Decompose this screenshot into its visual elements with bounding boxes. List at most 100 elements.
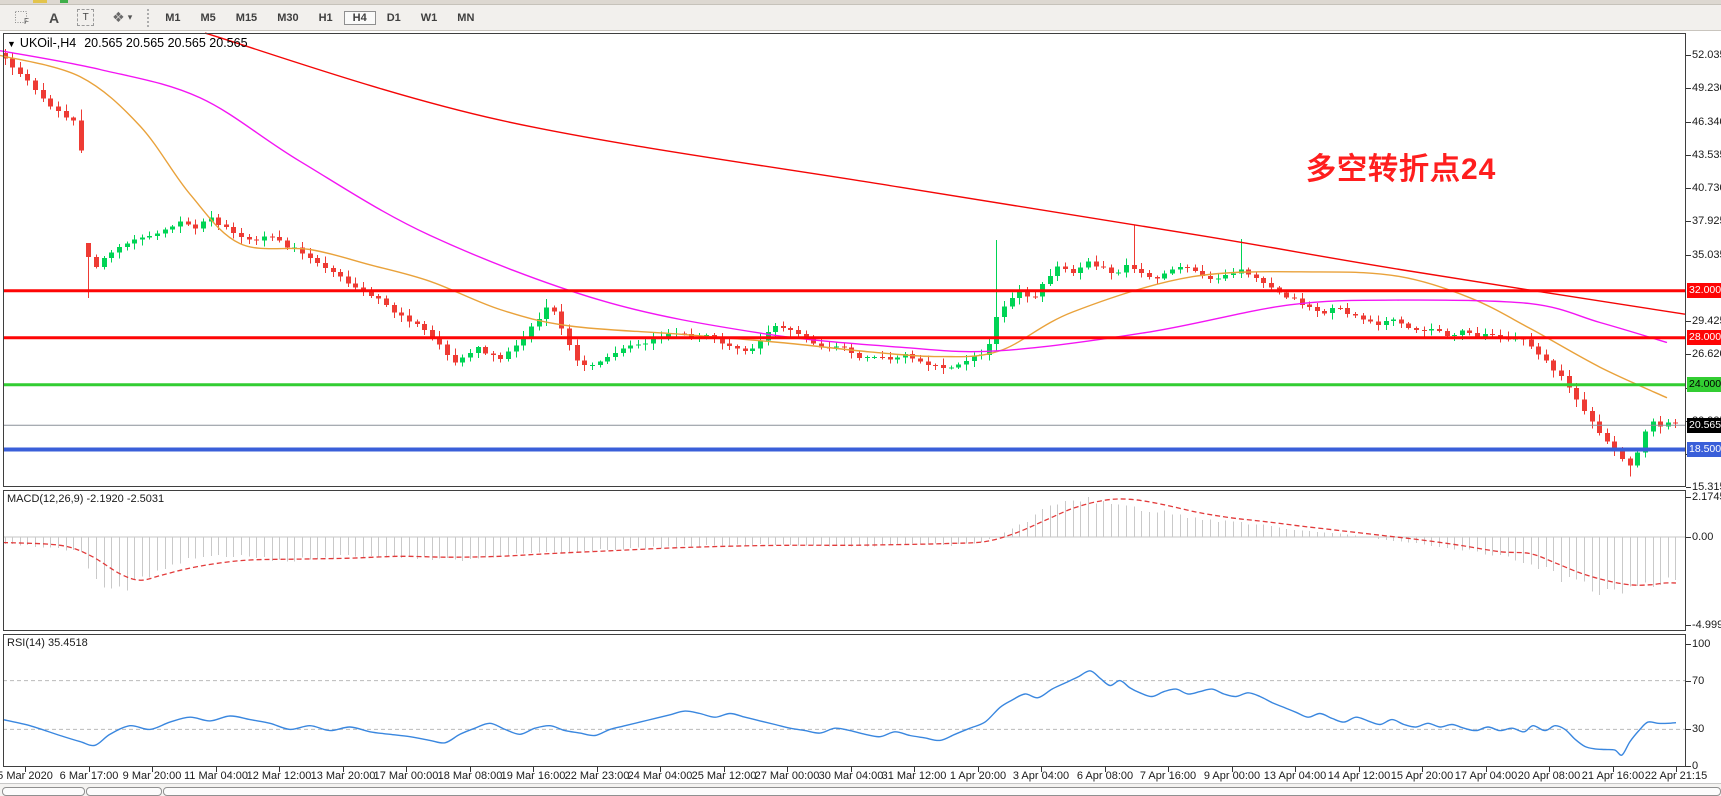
time-tick <box>533 767 534 772</box>
time-tick <box>470 767 471 772</box>
rsi-tick-dash <box>1686 729 1691 730</box>
time-tick <box>1676 767 1677 772</box>
time-tick <box>1359 767 1360 772</box>
macd-histogram <box>4 496 1677 596</box>
toolbar-grip[interactable] <box>147 8 150 27</box>
candles-layer <box>3 49 1678 477</box>
tf-button-m1[interactable]: M1 <box>165 11 181 24</box>
time-tick <box>279 767 280 772</box>
scrollbar-segment[interactable] <box>86 787 162 796</box>
price-tick-dash <box>1686 55 1691 56</box>
time-label: 30 Mar 04:00 <box>818 770 884 782</box>
shapes-icon: ❖ <box>112 9 125 25</box>
tf-button-m30[interactable]: M30 <box>277 11 299 24</box>
price-badge-18.500: 18.500 <box>1687 442 1721 457</box>
time-label: 17 Mar 00:00 <box>373 770 439 782</box>
price-tick-label: 52.035 <box>1692 49 1721 61</box>
rsi-value: 35.4518 <box>47 637 88 649</box>
price-tick-dash <box>1686 255 1691 256</box>
tf-button-w1[interactable]: W1 <box>420 11 438 24</box>
chevron-down-icon[interactable]: ▾ <box>127 12 133 22</box>
time-label: 17 Apr 04:00 <box>1454 770 1518 782</box>
time-label: 6 Mar 17:00 <box>59 770 119 782</box>
time-label: 9 Apr 00:00 <box>1203 770 1261 782</box>
time-label: 15 Apr 20:00 <box>1390 770 1454 782</box>
shapes-tool-button[interactable]: ❖ ▾ <box>104 7 140 29</box>
time-label: 27 Mar 00:00 <box>754 770 820 782</box>
rsi-line <box>2 670 1677 756</box>
price-tick-dash <box>1686 188 1691 189</box>
chart-dropdown-icon[interactable]: ▼ <box>7 39 16 49</box>
expert-f-icon[interactable]: F <box>6 7 39 29</box>
time-label: 31 Mar 12:00 <box>881 770 947 782</box>
macd-tick-label: 2.1745 <box>1692 491 1721 503</box>
t-box-icon: T <box>77 9 95 26</box>
ohlc-quotes: 20.565 20.565 20.565 20.565 <box>84 36 248 50</box>
macd-tick-dash <box>1686 497 1691 498</box>
clipped-icon <box>60 0 68 3</box>
time-label: 20 Apr 08:00 <box>1517 770 1581 782</box>
time-tick <box>406 767 407 772</box>
time-tick <box>1486 767 1487 772</box>
tf-button-mn[interactable]: MN <box>457 11 475 24</box>
dotted-grid-glyph: F <box>15 10 29 26</box>
time-tick <box>25 767 26 772</box>
time-label: 13 Apr 04:00 <box>1263 770 1327 782</box>
horizontal-scrollbar[interactable] <box>0 783 1721 796</box>
chart-title: ▼ UKOil-,H4 20.565 20.565 20.565 20.565 <box>7 36 248 50</box>
macd-tick-dash <box>1686 625 1691 626</box>
time-tick <box>152 767 153 772</box>
price-tick-label: 15.315 <box>1692 481 1721 493</box>
time-label: 24 Mar 04:00 <box>627 770 693 782</box>
scrollbar-thumb[interactable] <box>2 787 85 796</box>
rsi-tick-dash <box>1686 681 1691 682</box>
tf-button-h4[interactable]: H4 <box>343 10 376 25</box>
tf-button-m15[interactable]: M15 <box>235 11 258 24</box>
text-label-tool-button[interactable]: A <box>49 9 60 26</box>
price-tick-label: 40.730 <box>1692 182 1721 194</box>
time-tick <box>89 767 90 772</box>
time-tick <box>1041 767 1042 772</box>
time-tick <box>1168 767 1169 772</box>
time-tick <box>660 767 661 772</box>
macd-tick-dash <box>1686 537 1691 538</box>
price-tick-label: 35.035 <box>1692 249 1721 261</box>
price-tick-dash <box>1686 221 1691 222</box>
price-badge-20.565: 20.565 <box>1687 418 1721 433</box>
time-tick <box>787 767 788 772</box>
rsi-tick-label: 100 <box>1692 638 1711 650</box>
time-tick <box>1105 767 1106 772</box>
scrollbar-track[interactable] <box>163 787 1721 796</box>
rsi-tick-label: 30 <box>1692 723 1705 735</box>
time-tick <box>343 767 344 772</box>
tf-button-m5[interactable]: M5 <box>200 11 216 24</box>
textbox-tool-button[interactable]: T <box>69 7 102 29</box>
ma-slow-line <box>204 32 1686 315</box>
clipped-upper-toolbar <box>0 0 1721 5</box>
rsi-tick-label: 0 <box>1692 760 1699 772</box>
time-label: 25 Mar 12:00 <box>691 770 757 782</box>
time-label: 7 Apr 16:00 <box>1139 770 1197 782</box>
time-label: 12 Mar 12:00 <box>246 770 312 782</box>
price-tick-dash <box>1686 122 1691 123</box>
time-tick <box>597 767 598 772</box>
price-badge-24.000: 24.000 <box>1687 377 1721 392</box>
time-tick <box>724 767 725 772</box>
time-tick <box>1422 767 1423 772</box>
price-tick-dash <box>1686 487 1691 488</box>
macd-name: MACD(12,26,9) <box>7 493 84 505</box>
rsi-indicator-label: RSI(14) 35.4518 <box>7 637 88 649</box>
tf-button-h1[interactable]: H1 <box>318 11 333 24</box>
time-tick <box>1613 767 1614 772</box>
price-tick-dash <box>1686 321 1691 322</box>
time-tick <box>978 767 979 772</box>
rsi-tick-dash <box>1686 644 1691 645</box>
price-badge-28.000: 28.000 <box>1687 330 1721 345</box>
macd-signal-line <box>2 498 1677 586</box>
rsi-tick-label: 70 <box>1692 675 1705 687</box>
price-tick-dash <box>1686 88 1691 89</box>
symbol-timeframe: UKOil-,H4 <box>19 36 77 50</box>
macd-tick-label: -4.9995 <box>1692 619 1721 631</box>
tf-button-d1[interactable]: D1 <box>386 11 401 24</box>
